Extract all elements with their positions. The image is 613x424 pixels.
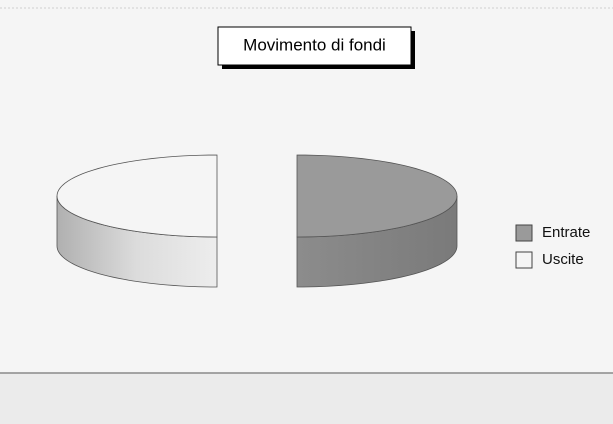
bottom-panel <box>0 373 613 424</box>
legend-swatch <box>515 251 533 269</box>
pie <box>56 154 458 288</box>
slice <box>56 154 218 238</box>
legend-swatch <box>515 224 533 242</box>
chart-title: Movimento di fondi <box>243 35 386 54</box>
title-box <box>217 26 412 66</box>
legend-label: Entrate <box>542 224 590 241</box>
legend-label: Uscite <box>542 251 584 268</box>
slice <box>296 154 458 238</box>
legend: Entrate Uscite <box>515 224 590 269</box>
